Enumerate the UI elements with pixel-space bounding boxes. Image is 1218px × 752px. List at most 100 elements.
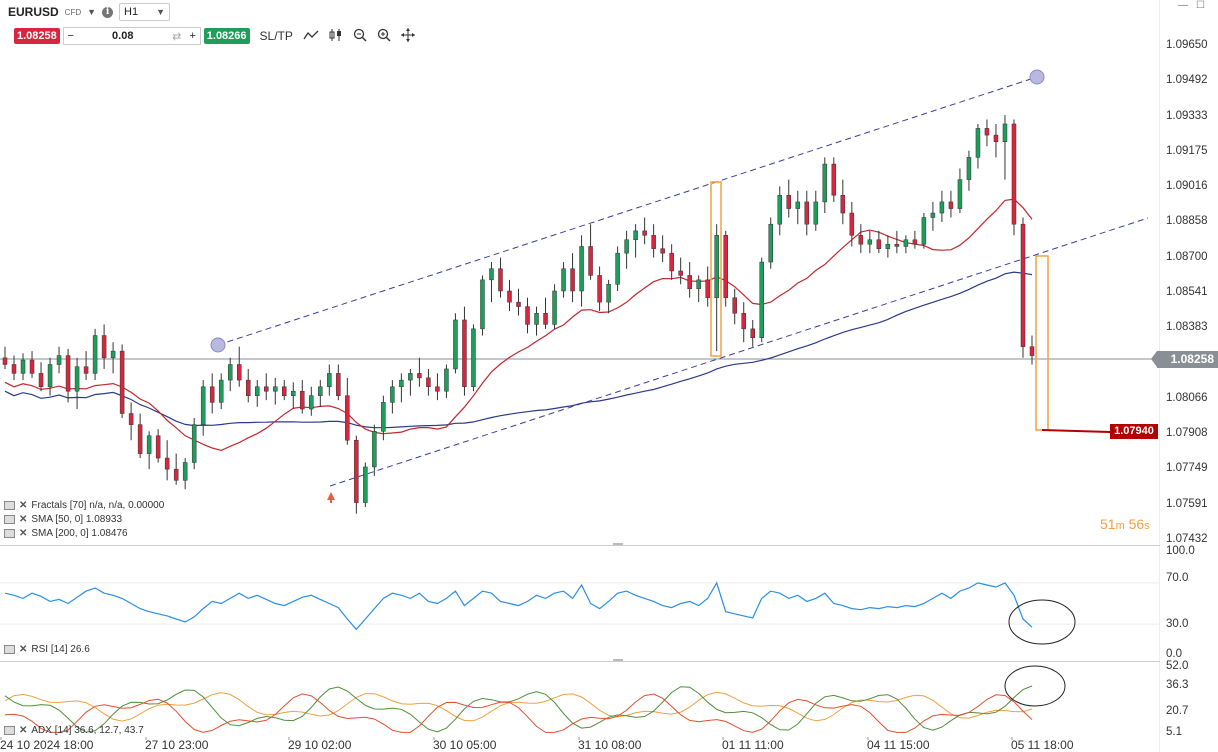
- candle-body: [552, 290, 557, 325]
- candle-body: [597, 275, 602, 303]
- symbol-dropdown-icon[interactable]: ▼: [87, 7, 97, 17]
- remove-indicator-icon[interactable]: ✕: [19, 500, 28, 511]
- price-chart[interactable]: [0, 0, 1160, 752]
- remove-indicator-icon[interactable]: ✕: [19, 514, 28, 525]
- indicator-settings-icon[interactable]: [4, 726, 15, 735]
- candle-body: [417, 373, 422, 379]
- indicator-settings-icon[interactable]: [4, 501, 15, 510]
- rsi-line: [4, 581, 1033, 631]
- candle-countdown: 51m 56s: [1100, 516, 1150, 532]
- time-axis[interactable]: 24 10 2024 18:00 27 10 23:00 29 10 02:00 30…: [0, 737, 1160, 752]
- candle-body: [444, 368, 449, 392]
- candle-body: [912, 239, 918, 245]
- pane-separator[interactable]: [0, 661, 1160, 662]
- candle-body: [462, 319, 467, 388]
- sl-tp-button[interactable]: SL/TP: [259, 29, 293, 43]
- candle-body: [354, 439, 359, 503]
- candle-body: [759, 261, 764, 339]
- symbol-label[interactable]: EURUSD: [8, 5, 59, 19]
- buy-button[interactable]: 1.08266: [203, 28, 250, 44]
- target-price-badge: 1.07940: [1110, 424, 1158, 439]
- time-tick-label: 04 11 15:00: [867, 738, 930, 752]
- candle-body: [47, 364, 53, 388]
- chart-type-icon[interactable]: [329, 28, 343, 45]
- candle-body: [2, 357, 8, 365]
- candle-body: [498, 268, 503, 292]
- candle-body: [831, 163, 837, 196]
- increase-quantity-button[interactable]: +: [189, 30, 196, 42]
- adx-highlight-ellipse: [1004, 665, 1066, 707]
- quantity-input[interactable]: 0.08: [112, 30, 134, 42]
- candle-body: [786, 194, 792, 209]
- candle-body: [1002, 123, 1008, 143]
- info-icon[interactable]: i: [102, 6, 114, 18]
- candle-body: [128, 413, 134, 425]
- legend-sma50: ✕ SMA [50, 0] 1.08933: [4, 514, 122, 525]
- adx-tick-label: 5.1: [1166, 726, 1182, 738]
- candle-body: [570, 268, 575, 292]
- remove-indicator-icon[interactable]: ✕: [19, 528, 28, 539]
- zoom-out-icon[interactable]: [353, 28, 367, 45]
- candle-body: [20, 359, 26, 374]
- candle-body: [327, 373, 332, 388]
- candle-body: [390, 386, 395, 403]
- chevron-down-icon: ▼: [156, 7, 166, 17]
- candle-body: [633, 230, 638, 241]
- remove-indicator-icon[interactable]: ✕: [19, 725, 28, 736]
- drawing-tool-icon[interactable]: [303, 29, 319, 44]
- adx-tick-label: 36.3: [1166, 679, 1189, 691]
- indicator-settings-icon[interactable]: [4, 645, 15, 654]
- price-tick-label: 1.09016: [1166, 180, 1208, 193]
- candle-body: [723, 235, 728, 298]
- channel-lower-line: [329, 217, 1149, 487]
- candle-body: [74, 366, 80, 392]
- candle-body: [750, 328, 755, 339]
- candle-body: [867, 239, 873, 245]
- rsi-tick-label: 70.0: [1166, 572, 1189, 584]
- legend-adx-label: ADX [14] 36.6, 12.7, 43.7: [31, 725, 144, 736]
- timeframe-value: H1: [124, 6, 139, 18]
- sell-button[interactable]: 1.08258: [14, 28, 60, 44]
- zoom-in-icon[interactable]: [377, 28, 391, 45]
- price-tick-label: 1.09492: [1166, 74, 1208, 87]
- time-tick-label: 24 10 2024 18:00: [0, 738, 94, 752]
- candle-body: [273, 386, 278, 392]
- candle-body: [975, 128, 981, 158]
- candle-body: [489, 268, 494, 281]
- time-tick-label: 01 11 11:00: [722, 738, 784, 752]
- indicator-settings-icon[interactable]: [4, 515, 15, 524]
- legend-rsi-label: RSI [14] 26.6: [31, 644, 90, 655]
- candle-body: [966, 157, 972, 180]
- remove-indicator-icon[interactable]: ✕: [19, 644, 28, 655]
- candle-body: [471, 328, 476, 388]
- candle-body: [1020, 223, 1026, 347]
- legend-sma50-label: SMA [50, 0] 1.08933: [31, 514, 123, 525]
- candle-body: [264, 386, 269, 392]
- decrease-quantity-button[interactable]: −: [67, 30, 74, 42]
- quantity-stepper[interactable]: − 0.08 ⇄ +: [62, 27, 201, 45]
- adx-tick-label: 52.0: [1166, 660, 1189, 672]
- timeframe-select[interactable]: H1 ▼: [119, 3, 171, 21]
- instrument-type-label: CFD: [64, 7, 82, 17]
- refresh-icon[interactable]: ⇄: [172, 30, 182, 43]
- price-axis[interactable]: 1.09650 1.09492 1.09333 1.09175 1.09016 1.088…: [1162, 0, 1218, 752]
- candle-body: [939, 201, 945, 214]
- candle-body: [92, 335, 98, 374]
- candle-body: [399, 379, 404, 388]
- candle-body: [336, 373, 341, 396]
- current-price-badge: 1.08258: [1151, 351, 1218, 368]
- crosshair-icon[interactable]: [400, 27, 415, 45]
- pane-separator[interactable]: [0, 545, 1160, 546]
- legend-fractals-label: Fractals [70] n/a, n/a, 0.00000: [31, 500, 165, 511]
- adx-minus-di-line: [4, 693, 1033, 733]
- indicator-settings-icon[interactable]: [4, 529, 15, 538]
- candle-body: [822, 163, 828, 203]
- candle-body: [363, 466, 368, 503]
- candle-body: [687, 275, 692, 290]
- candle-body: [696, 279, 701, 290]
- price-tick-label: 1.09333: [1166, 109, 1208, 122]
- timer-m: m: [1115, 520, 1125, 532]
- minimize-icon[interactable]: —: [1178, 0, 1188, 11]
- candle-body: [318, 386, 323, 396]
- maximize-icon[interactable]: ☐: [1196, 0, 1205, 11]
